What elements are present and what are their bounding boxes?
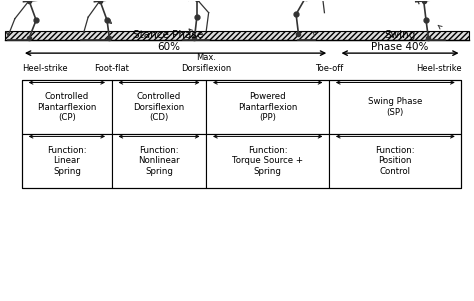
Bar [206, 134, 329, 188]
Text: Stance Phase
60%: Stance Phase 60% [133, 30, 204, 52]
Bar [112, 80, 206, 134]
Bar [112, 134, 206, 188]
Text: Powered
Plantarflexion
(PP): Powered Plantarflexion (PP) [238, 92, 297, 122]
Text: Swing
Phase 40%: Swing Phase 40% [371, 30, 429, 52]
Text: Heel-strike: Heel-strike [22, 64, 68, 73]
Bar [206, 80, 329, 134]
Bar [22, 134, 112, 188]
Text: Controlled
Plantarflexion
(CP): Controlled Plantarflexion (CP) [37, 92, 97, 122]
Bar [22, 80, 112, 134]
Bar [22, 80, 462, 188]
Text: Controlled
Dorsiflexion
(CD): Controlled Dorsiflexion (CD) [133, 92, 185, 122]
Bar [329, 80, 462, 134]
Text: Foot-flat: Foot-flat [94, 64, 129, 73]
Bar [329, 134, 462, 188]
Bar [5, 31, 469, 40]
Text: Function:
Linear
Spring: Function: Linear Spring [47, 146, 87, 176]
Text: Swing Phase
(SP): Swing Phase (SP) [368, 97, 422, 117]
Text: Max.
Dorsiflexion: Max. Dorsiflexion [181, 53, 231, 73]
Text: Toe-off: Toe-off [315, 64, 343, 73]
Text: Heel-strike: Heel-strike [416, 64, 462, 73]
Text: Function:
Position
Control: Function: Position Control [375, 146, 415, 176]
Text: Function:
Nonlinear
Spring: Function: Nonlinear Spring [138, 146, 180, 176]
Text: Function:
Torque Source +
Spring: Function: Torque Source + Spring [232, 146, 303, 176]
